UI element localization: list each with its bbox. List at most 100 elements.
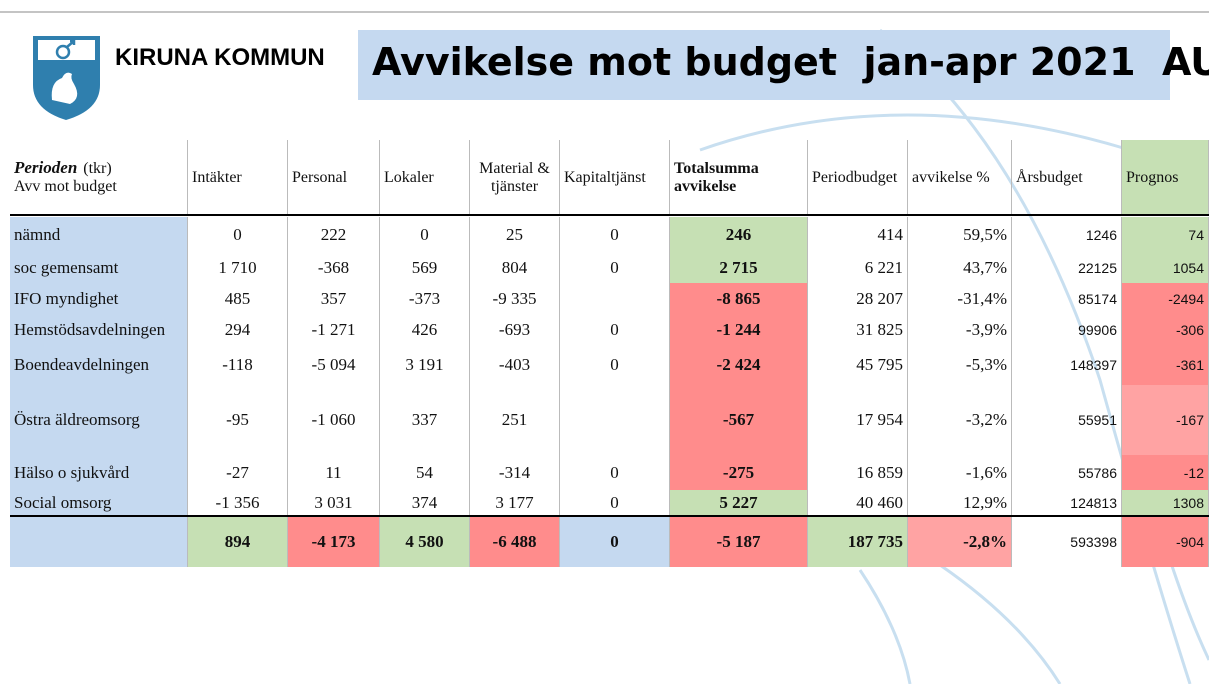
column-header: Lokaler bbox=[380, 140, 470, 215]
cell-value: -275 bbox=[670, 455, 808, 490]
cell-value: -5 187 bbox=[670, 516, 808, 567]
rule bbox=[10, 515, 1209, 517]
cell-value: 5 227 bbox=[670, 490, 808, 516]
cell-value: -12 bbox=[1122, 455, 1209, 490]
corner-text: Perioden bbox=[14, 158, 78, 177]
cell-value: -373 bbox=[380, 283, 470, 314]
cell-value: 17 954 bbox=[808, 385, 908, 455]
cell-value: -95 bbox=[188, 385, 288, 455]
cell-value: 16 859 bbox=[808, 455, 908, 490]
cell-value: -118 bbox=[188, 345, 288, 385]
cell-value: 357 bbox=[288, 283, 380, 314]
column-header: Totalsumma avvikelse bbox=[670, 140, 808, 215]
cell-value: 294 bbox=[188, 314, 288, 345]
cell-value: 148397 bbox=[1012, 345, 1122, 385]
row-label: IFO myndighet bbox=[10, 283, 188, 314]
cell-value: 55786 bbox=[1012, 455, 1122, 490]
empty-cell bbox=[10, 516, 188, 567]
cell-value: -8 865 bbox=[670, 283, 808, 314]
cell-value: -4 173 bbox=[288, 516, 380, 567]
row-label: Boendeavdelningen bbox=[10, 345, 188, 385]
cell-value: 485 bbox=[188, 283, 288, 314]
cell-value: -693 bbox=[470, 314, 560, 345]
cell-value: -904 bbox=[1122, 516, 1209, 567]
cell-value: -368 bbox=[288, 252, 380, 283]
corner-subtitle: Avv mot budget bbox=[14, 178, 117, 195]
column-header: Material & tjänster bbox=[470, 140, 560, 215]
cell-value: 1308 bbox=[1122, 490, 1209, 516]
cell-value: 187 735 bbox=[808, 516, 908, 567]
cell-value: -1 244 bbox=[670, 314, 808, 345]
cell-value: -314 bbox=[470, 455, 560, 490]
corner-cell: Perioden (tkr) Avv mot budget bbox=[10, 140, 188, 215]
cell-value: 0 bbox=[560, 490, 670, 516]
cell-value: 124813 bbox=[1012, 490, 1122, 516]
rule bbox=[10, 214, 1209, 216]
cell-value: 1 710 bbox=[188, 252, 288, 283]
cell-value: 11 bbox=[288, 455, 380, 490]
cell-value: -27 bbox=[188, 455, 288, 490]
cell-value: -5,3% bbox=[908, 345, 1012, 385]
cell-value: 1054 bbox=[1122, 252, 1209, 283]
cell-value: 0 bbox=[188, 217, 288, 252]
cell-value: -1 060 bbox=[288, 385, 380, 455]
column-header: avvikelse % bbox=[908, 140, 1012, 215]
cell-value: 3 031 bbox=[288, 490, 380, 516]
empty-cell bbox=[560, 283, 670, 314]
column-header: Prognos bbox=[1122, 140, 1209, 215]
cell-value: 569 bbox=[380, 252, 470, 283]
cell-value: 4 580 bbox=[380, 516, 470, 567]
cell-value: 251 bbox=[470, 385, 560, 455]
cell-value: -403 bbox=[470, 345, 560, 385]
cell-value: -167 bbox=[1122, 385, 1209, 455]
cell-value: 0 bbox=[560, 252, 670, 283]
cell-value: -5 094 bbox=[288, 345, 380, 385]
column-header: Årsbudget bbox=[1012, 140, 1122, 215]
row-label: soc gemensamt bbox=[10, 252, 188, 283]
cell-value: -1 271 bbox=[288, 314, 380, 345]
cell-value: 43,7% bbox=[908, 252, 1012, 283]
cell-value: 54 bbox=[380, 455, 470, 490]
cell-value: 0 bbox=[560, 314, 670, 345]
title: Avvikelse mot budget jan-apr 2021 AU bbox=[372, 40, 1209, 84]
cell-value: 894 bbox=[188, 516, 288, 567]
empty-cell bbox=[560, 385, 670, 455]
cell-value: -2494 bbox=[1122, 283, 1209, 314]
column-header: Kapitaltjänst bbox=[560, 140, 670, 215]
cell-value: 2 715 bbox=[670, 252, 808, 283]
cell-value: 45 795 bbox=[808, 345, 908, 385]
cell-value: 0 bbox=[560, 345, 670, 385]
title-box bbox=[358, 30, 1170, 100]
row-label: Social omsorg bbox=[10, 490, 188, 516]
cell-value: 40 460 bbox=[808, 490, 908, 516]
cell-value: 22125 bbox=[1012, 252, 1122, 283]
corner-line: Perioden (tkr) bbox=[14, 159, 112, 178]
cell-value: 55951 bbox=[1012, 385, 1122, 455]
cell-value: -31,4% bbox=[908, 283, 1012, 314]
cell-value: 3 177 bbox=[470, 490, 560, 516]
column-header: Periodbudget bbox=[808, 140, 908, 215]
cell-value: -9 335 bbox=[470, 283, 560, 314]
cell-value: 222 bbox=[288, 217, 380, 252]
row-label: Hälso o sjukvård bbox=[10, 455, 188, 490]
row-label: nämnd bbox=[10, 217, 188, 252]
cell-value: -1 356 bbox=[188, 490, 288, 516]
cell-value: 426 bbox=[380, 314, 470, 345]
column-header: Personal bbox=[288, 140, 380, 215]
cell-value: 31 825 bbox=[808, 314, 908, 345]
cell-value: -2 424 bbox=[670, 345, 808, 385]
row-label: Östra äldreomsorg bbox=[10, 385, 188, 455]
cell-value: 804 bbox=[470, 252, 560, 283]
cell-value: 28 207 bbox=[808, 283, 908, 314]
cell-value: 74 bbox=[1122, 217, 1209, 252]
cell-value: -3,2% bbox=[908, 385, 1012, 455]
cell-value: 337 bbox=[380, 385, 470, 455]
cell-value: 593398 bbox=[1012, 516, 1122, 567]
cell-value: 0 bbox=[380, 217, 470, 252]
cell-value: 59,5% bbox=[908, 217, 1012, 252]
column-header: Intäkter bbox=[188, 140, 288, 215]
cell-value: -361 bbox=[1122, 345, 1209, 385]
cell-value: 0 bbox=[560, 516, 670, 567]
corner-text: (tkr) bbox=[83, 160, 112, 177]
